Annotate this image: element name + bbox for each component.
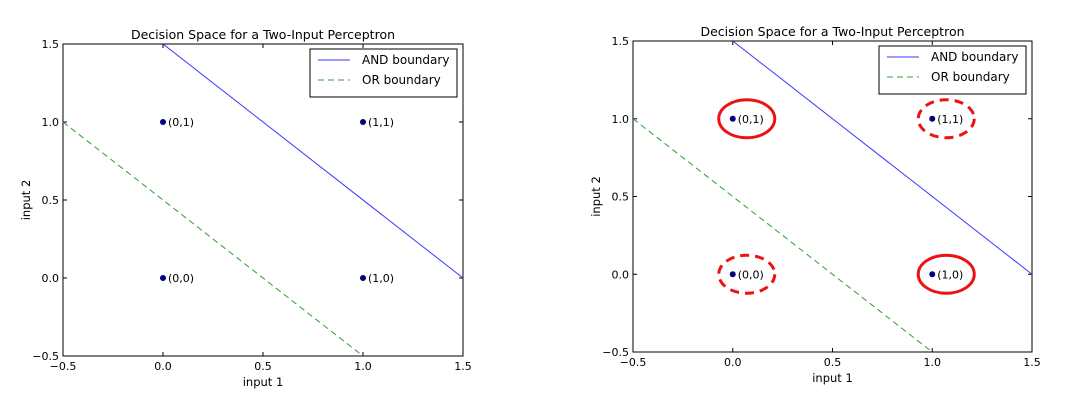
- chart-title: Decision Space for a Two-Input Perceptro…: [700, 24, 964, 39]
- x-tick-label: −0.5: [620, 356, 647, 369]
- data-point-label: (0,1): [168, 116, 194, 129]
- series-line-and-boundary: [162, 44, 463, 279]
- data-point: [360, 275, 366, 281]
- y-tick-label: 1.5: [612, 35, 630, 48]
- series-line-and-boundary: [732, 41, 1032, 275]
- x-tick-label: 1.0: [924, 356, 942, 369]
- y-tick-label: 0.0: [42, 272, 60, 285]
- data-point-label: (0,0): [168, 272, 194, 285]
- x-tick-label: 1.5: [1023, 356, 1041, 369]
- series-line-or-boundary: [633, 118, 933, 352]
- data-point-label: (1,1): [368, 116, 394, 129]
- legend-entry: OR boundary: [931, 70, 1010, 84]
- data-point: [929, 115, 936, 122]
- y-tick-label: 1.0: [612, 113, 630, 126]
- series-line-or-boundary: [63, 121, 364, 356]
- highlight-ellipse: [916, 98, 976, 140]
- x-tick-label: 0.5: [824, 356, 842, 369]
- highlight-ellipse: [717, 253, 777, 295]
- data-point: [929, 271, 936, 278]
- y-axis-label: input 2: [19, 180, 33, 221]
- x-tick-label: 0.5: [254, 360, 272, 373]
- chart-panel-2: Decision Space for a Two-Input Perceptro…: [589, 24, 1041, 385]
- legend-box: [309, 48, 458, 98]
- y-tick-label: −0.5: [32, 350, 59, 363]
- data-point-label: (1,0): [368, 272, 394, 285]
- data-point: [729, 271, 736, 278]
- legend-box: [878, 45, 1027, 95]
- y-tick-label: 0.5: [42, 194, 60, 207]
- highlight-ellipse: [916, 253, 976, 295]
- y-tick-label: 1.5: [42, 38, 60, 51]
- data-point: [160, 275, 166, 281]
- data-point-label: (0,1): [738, 113, 764, 126]
- chart-panel-1: Decision Space for a Two-Input Perceptro…: [19, 27, 472, 389]
- data-point-label: (1,0): [937, 268, 963, 281]
- y-tick-label: −0.5: [602, 346, 629, 359]
- y-axis-label: input 2: [589, 176, 603, 217]
- highlight-ellipse: [717, 98, 777, 140]
- x-tick-label: −0.5: [50, 360, 77, 373]
- x-tick-label: 0.0: [724, 356, 742, 369]
- legend-entry: AND boundary: [362, 53, 449, 67]
- data-point-label: (1,1): [937, 113, 963, 126]
- data-point: [729, 115, 736, 122]
- data-point: [360, 119, 366, 125]
- legend: AND boundary OR boundary: [878, 45, 1027, 95]
- y-tick-label: 1.0: [42, 116, 60, 129]
- data-point: [160, 119, 166, 125]
- y-tick-label: 0.5: [612, 191, 630, 204]
- legend-entry: AND boundary: [931, 50, 1018, 64]
- legend: AND boundary OR boundary: [309, 48, 458, 98]
- x-tick-label: 1.5: [454, 360, 472, 373]
- y-tick-label: 0.0: [612, 268, 630, 281]
- chart-title: Decision Space for a Two-Input Perceptro…: [131, 27, 395, 42]
- x-axis-label: input 1: [243, 375, 284, 389]
- x-tick-label: 0.0: [154, 360, 172, 373]
- data-point-label: (0,0): [738, 268, 764, 281]
- legend-entry: OR boundary: [362, 73, 441, 87]
- x-tick-label: 1.0: [354, 360, 372, 373]
- x-axis-label: input 1: [812, 371, 853, 385]
